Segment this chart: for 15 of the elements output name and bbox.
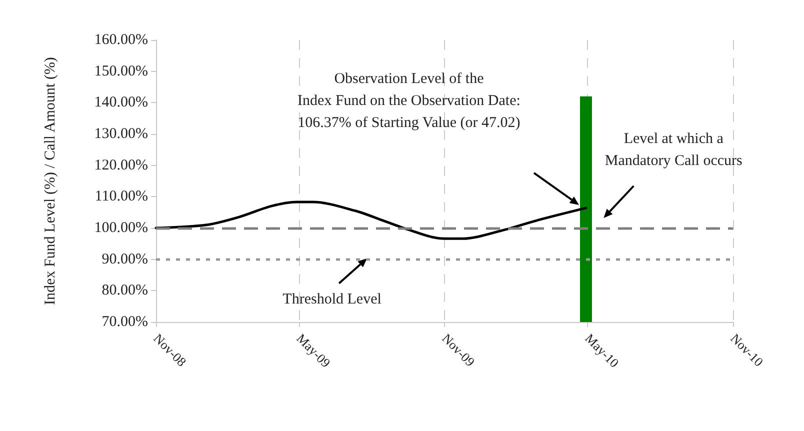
annotation: Threshold Level [282, 291, 382, 308]
y-tick-label: 80.00% [102, 282, 148, 299]
y-tick-label: 160.00% [94, 32, 148, 48]
y-tick-label: 150.00% [94, 63, 148, 80]
annotation: Level at which a Mandatory Call occurs [604, 131, 743, 169]
y-tick-label: 140.00% [94, 94, 148, 111]
y-tick-label: 130.00% [94, 126, 148, 142]
y-axis-title: Index Fund Level (%) / Call Amount (%) [42, 57, 58, 305]
y-tick-label: 100.00% [94, 220, 148, 236]
annotation: Observation Level of the Index Fund on the Observation Date: 106.37% of Starting Value (or 47.02) [298, 70, 520, 131]
line-series [154, 200, 588, 240]
y-tick-label: 110.00% [94, 188, 148, 205]
y-tick-label: 120.00% [94, 157, 148, 174]
y-tick-label: 70.00% [102, 314, 148, 330]
y-tick-label: 90.00% [102, 251, 148, 268]
